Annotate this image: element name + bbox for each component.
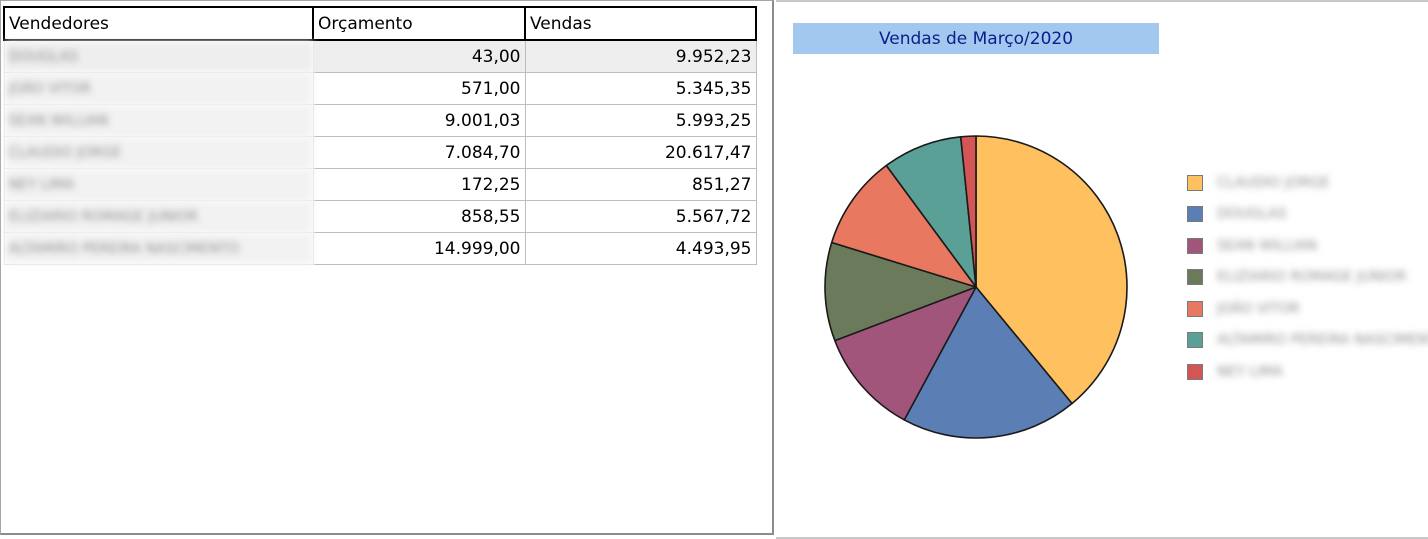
cell-orcamento[interactable]: 571,00 — [312, 72, 526, 105]
legend-swatch — [1187, 237, 1203, 254]
table-row[interactable]: JOÃO VITOR 571,00 5.345,35 — [3, 72, 757, 105]
legend-swatch — [1187, 332, 1203, 349]
cell-vendedor[interactable]: ELIZIARIO ROMAGE JUNIOR — [3, 200, 314, 233]
pie-slice[interactable] — [834, 286, 977, 421]
cell-vendedor[interactable]: NEY LIMA — [3, 168, 314, 201]
cell-orcamento[interactable]: 858,55 — [312, 200, 526, 233]
legend-swatch — [1187, 174, 1203, 191]
cell-orcamento[interactable]: 7.084,70 — [312, 136, 526, 169]
cell-vendas[interactable]: 20.617,47 — [524, 136, 757, 169]
pie-slice[interactable] — [959, 135, 977, 288]
pie-slice[interactable] — [903, 286, 1073, 439]
legend-label: ELIZIARIO ROMAGE JUNIOR — [1217, 269, 1407, 286]
legend-label: CLAUDIO JORGE — [1217, 174, 1330, 191]
legend-item[interactable]: SEAN WILLIAN — [1187, 230, 1428, 262]
legend-label: SEAN WILLIAN — [1217, 237, 1317, 254]
legend-label: NEY LIMA — [1217, 363, 1283, 380]
sales-table: Vendedores Orçamento Vendas DOUGLAS 43,0… — [3, 6, 757, 265]
pie-slice[interactable] — [975, 135, 1128, 405]
column-header-vendas[interactable]: Vendas — [524, 6, 757, 41]
legend-item[interactable]: CLAUDIO JORGE — [1187, 167, 1428, 199]
cell-vendedor[interactable]: SEAN WILLIAN — [3, 104, 314, 137]
legend-swatch — [1187, 206, 1203, 223]
legend-swatch — [1187, 300, 1203, 317]
cell-vendedor[interactable]: DOUGLAS — [3, 39, 314, 73]
chart-title: Vendas de Março/2020 — [793, 23, 1159, 54]
chart-legend: CLAUDIO JORGE DOUGLAS SEAN WILLIAN ELIZIARI… — [1187, 167, 1428, 388]
table-row[interactable]: NEY LIMA 172,25 851,27 — [3, 168, 757, 201]
cell-vendedor[interactable]: ALTAMIRO PEREIRA NASCIMENTO — [3, 232, 314, 265]
cell-vendedor[interactable]: JOÃO VITOR — [3, 72, 314, 105]
cell-vendas[interactable]: 4.493,95 — [524, 232, 757, 265]
legend-item[interactable]: JOÃO VITOR — [1187, 293, 1428, 325]
legend-label: ALTAMIRO PEREIRA NASCIMENTO — [1217, 332, 1428, 349]
column-header-orcamento[interactable]: Orçamento — [312, 6, 526, 41]
table-row[interactable]: DOUGLAS 43,00 9.952,23 — [3, 39, 757, 73]
chart-panel: Vendas de Março/2020 CLAUDIO JORGE DOUGLA… — [776, 0, 1428, 539]
cell-vendedor[interactable]: CLAUDIO JORGE — [3, 136, 314, 169]
pie-chart[interactable] — [776, 2, 1428, 537]
data-grid-panel: Vendedores Orçamento Vendas DOUGLAS 43,0… — [0, 0, 774, 535]
pie-slice[interactable] — [830, 164, 977, 288]
legend-item[interactable]: NEY LIMA — [1187, 356, 1428, 388]
pie-slice[interactable] — [824, 241, 977, 342]
legend-item[interactable]: DOUGLAS — [1187, 199, 1428, 231]
cell-vendas[interactable]: 5.345,35 — [524, 72, 757, 105]
cell-vendas[interactable]: 5.993,25 — [524, 104, 757, 137]
legend-label: DOUGLAS — [1217, 206, 1287, 223]
cell-orcamento[interactable]: 172,25 — [312, 168, 526, 201]
table-row[interactable]: ELIZIARIO ROMAGE JUNIOR 858,55 5.567,72 — [3, 200, 757, 233]
legend-swatch — [1187, 269, 1203, 286]
legend-label: JOÃO VITOR — [1217, 300, 1300, 317]
cell-orcamento[interactable]: 43,00 — [312, 39, 526, 73]
cell-vendas[interactable]: 851,27 — [524, 168, 757, 201]
table-row[interactable]: SEAN WILLIAN 9.001,03 5.993,25 — [3, 104, 757, 137]
column-header-vendedores[interactable]: Vendedores — [3, 6, 314, 41]
legend-swatch — [1187, 363, 1203, 380]
table-header-row: Vendedores Orçamento Vendas — [3, 6, 757, 41]
cell-orcamento[interactable]: 9.001,03 — [312, 104, 526, 137]
legend-item[interactable]: ELIZIARIO ROMAGE JUNIOR — [1187, 262, 1428, 294]
cell-vendas[interactable]: 5.567,72 — [524, 200, 757, 233]
legend-item[interactable]: ALTAMIRO PEREIRA NASCIMENTO — [1187, 325, 1428, 357]
table-row[interactable]: CLAUDIO JORGE 7.084,70 20.617,47 — [3, 136, 757, 169]
cell-orcamento[interactable]: 14.999,00 — [312, 232, 526, 265]
cell-vendas[interactable]: 9.952,23 — [524, 39, 757, 73]
table-row[interactable]: ALTAMIRO PEREIRA NASCIMENTO 14.999,00 4.… — [3, 232, 757, 265]
